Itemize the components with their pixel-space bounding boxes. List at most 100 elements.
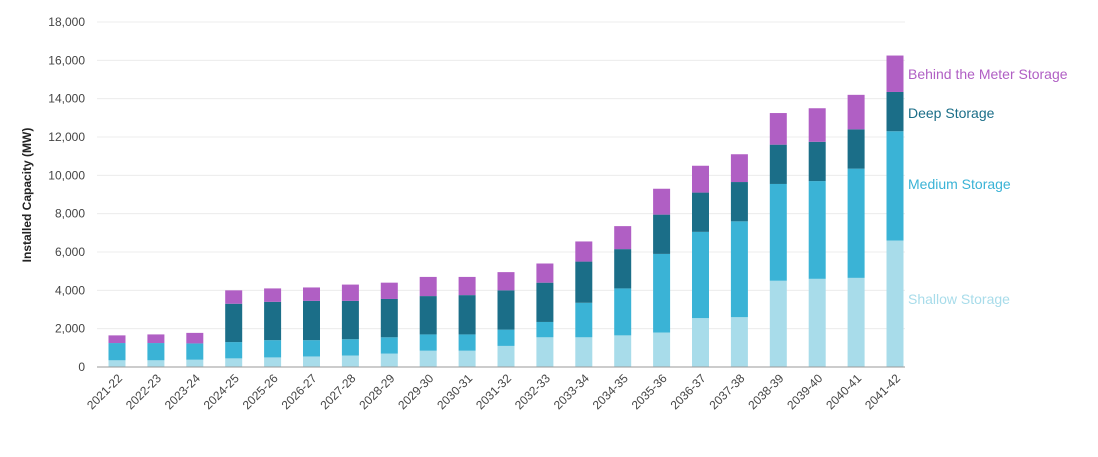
bar-segment-deep-storage [847,129,865,169]
bar-segment-medium-storage [108,343,126,361]
bar-segment-behind-the-meter-storage [575,241,593,262]
bar-segment-medium-storage [614,288,632,336]
bar-segment-medium-storage [186,343,204,360]
bar-segment-shallow-storage [497,345,515,367]
x-tick-label: 2022-23 [123,371,164,412]
bar-segment-medium-storage [692,231,709,319]
bar-segment-shallow-storage [614,335,632,367]
bar-segment-deep-storage [497,290,515,330]
bar-segment-medium-storage [769,183,787,281]
bar-segment-shallow-storage [730,317,748,367]
legend: Behind the Meter Storage Deep Storage Medi… [908,66,1068,307]
x-tick-label: 2023-24 [162,371,203,412]
bar-segment-shallow-storage [886,240,904,367]
bar-segment-deep-storage [341,300,359,340]
y-axis-ticks: 0 2,000 4,000 6,000 8,000 10,000 12,000 14,000 1… [48,15,85,374]
y-tick-label: 12,000 [48,130,85,144]
x-tick-label: 2041-42 [862,371,903,412]
bar-segment-deep-storage [886,91,904,132]
bar-segment-behind-the-meter-storage [886,55,904,92]
bar-segment-shallow-storage [108,360,126,367]
legend-label-shallow-storage: Shallow Storage [908,291,1010,307]
x-tick-label: 2033-34 [551,371,592,412]
x-tick-label: 2039-40 [784,371,825,412]
x-tick-label: 2029-30 [395,371,436,412]
bar-segment-behind-the-meter-storage [847,94,865,130]
y-tick-label: 4,000 [55,283,85,297]
legend-label-deep-storage: Deep Storage [908,105,995,121]
bar-segment-medium-storage [303,340,320,357]
bar-segment-medium-storage [536,321,554,338]
bar-segment-shallow-storage [536,337,554,367]
bar-segment-medium-storage [497,329,515,346]
bar-segment-shallow-storage [186,359,204,367]
bar-segment-medium-storage [653,253,671,333]
bar-segment-shallow-storage [419,350,437,367]
x-tick-label: 2034-35 [590,371,631,412]
bar-segment-medium-storage [380,337,398,354]
x-tick-label: 2032-33 [512,371,553,412]
bar-segment-behind-the-meter-storage [147,334,165,344]
bar-segment-behind-the-meter-storage [769,113,787,145]
bar-segment-deep-storage [536,282,554,322]
bar-segment-behind-the-meter-storage [808,108,826,142]
legend-label-behind-the-meter-storage: Behind the Meter Storage [908,66,1068,82]
bar-segment-deep-storage [303,300,320,341]
bar-segment-shallow-storage [264,357,282,367]
x-tick-label: 2037-38 [706,371,747,412]
bar-segment-behind-the-meter-storage [108,335,126,344]
bar-segment-shallow-storage [341,355,359,367]
bar-segment-behind-the-meter-storage [303,287,320,301]
bar-segment-medium-storage [575,302,593,338]
bar-segment-behind-the-meter-storage [692,165,709,193]
x-tick-label: 2028-29 [356,371,397,412]
bar-segment-medium-storage [458,334,476,351]
bar-segment-medium-storage [341,339,359,356]
bar-segment-medium-storage [886,131,904,241]
bar-segment-behind-the-meter-storage [225,290,243,304]
bar-segment-deep-storage [264,301,282,341]
bar-segment-deep-storage [380,298,398,338]
bar-segment-behind-the-meter-storage [536,263,554,283]
bar-segment-shallow-storage [575,337,593,367]
bar-segment-medium-storage [419,334,437,351]
bar-segment-shallow-storage [380,353,398,367]
bar-segment-shallow-storage [847,277,865,367]
y-tick-label: 8,000 [55,207,85,221]
bar-segment-shallow-storage [808,278,826,367]
y-tick-label: 0 [78,360,85,374]
legend-label-medium-storage: Medium Storage [908,176,1011,192]
x-tick-label: 2036-37 [668,371,709,412]
bar-segment-deep-storage [458,295,476,335]
bar-segment-behind-the-meter-storage [264,288,282,302]
bar-segment-shallow-storage [692,318,709,367]
y-tick-label: 6,000 [55,245,85,259]
bar-segment-behind-the-meter-storage [653,188,671,215]
bar-segment-shallow-storage [769,280,787,367]
bar-segment-behind-the-meter-storage [614,226,632,250]
x-tick-label: 2024-25 [201,371,242,412]
bar-segment-behind-the-meter-storage [341,284,359,301]
bar-segment-deep-storage [730,182,748,222]
bar-segment-shallow-storage [225,358,243,367]
x-tick-label: 2025-26 [240,371,281,412]
bar-segment-deep-storage [419,296,437,335]
y-tick-label: 2,000 [55,322,85,336]
x-axis-ticks: 2021-222022-232023-242024-252025-262026-… [84,371,903,412]
bar-segment-medium-storage [147,343,165,361]
bar-segment-medium-storage [847,168,865,278]
bar-segment-behind-the-meter-storage [419,276,437,297]
y-tick-label: 14,000 [48,92,85,106]
bar-segment-behind-the-meter-storage [497,272,515,291]
bar-segment-medium-storage [730,221,748,318]
x-tick-label: 2027-28 [317,371,358,412]
x-tick-label: 2038-39 [745,371,786,412]
bar-segment-deep-storage [614,249,632,289]
bar-segment-shallow-storage [458,350,476,367]
bar-segment-shallow-storage [653,332,671,367]
bar-segment-deep-storage [808,141,826,182]
bar-segment-behind-the-meter-storage [458,276,476,296]
x-tick-label: 2031-32 [473,371,514,412]
bars [108,55,904,367]
